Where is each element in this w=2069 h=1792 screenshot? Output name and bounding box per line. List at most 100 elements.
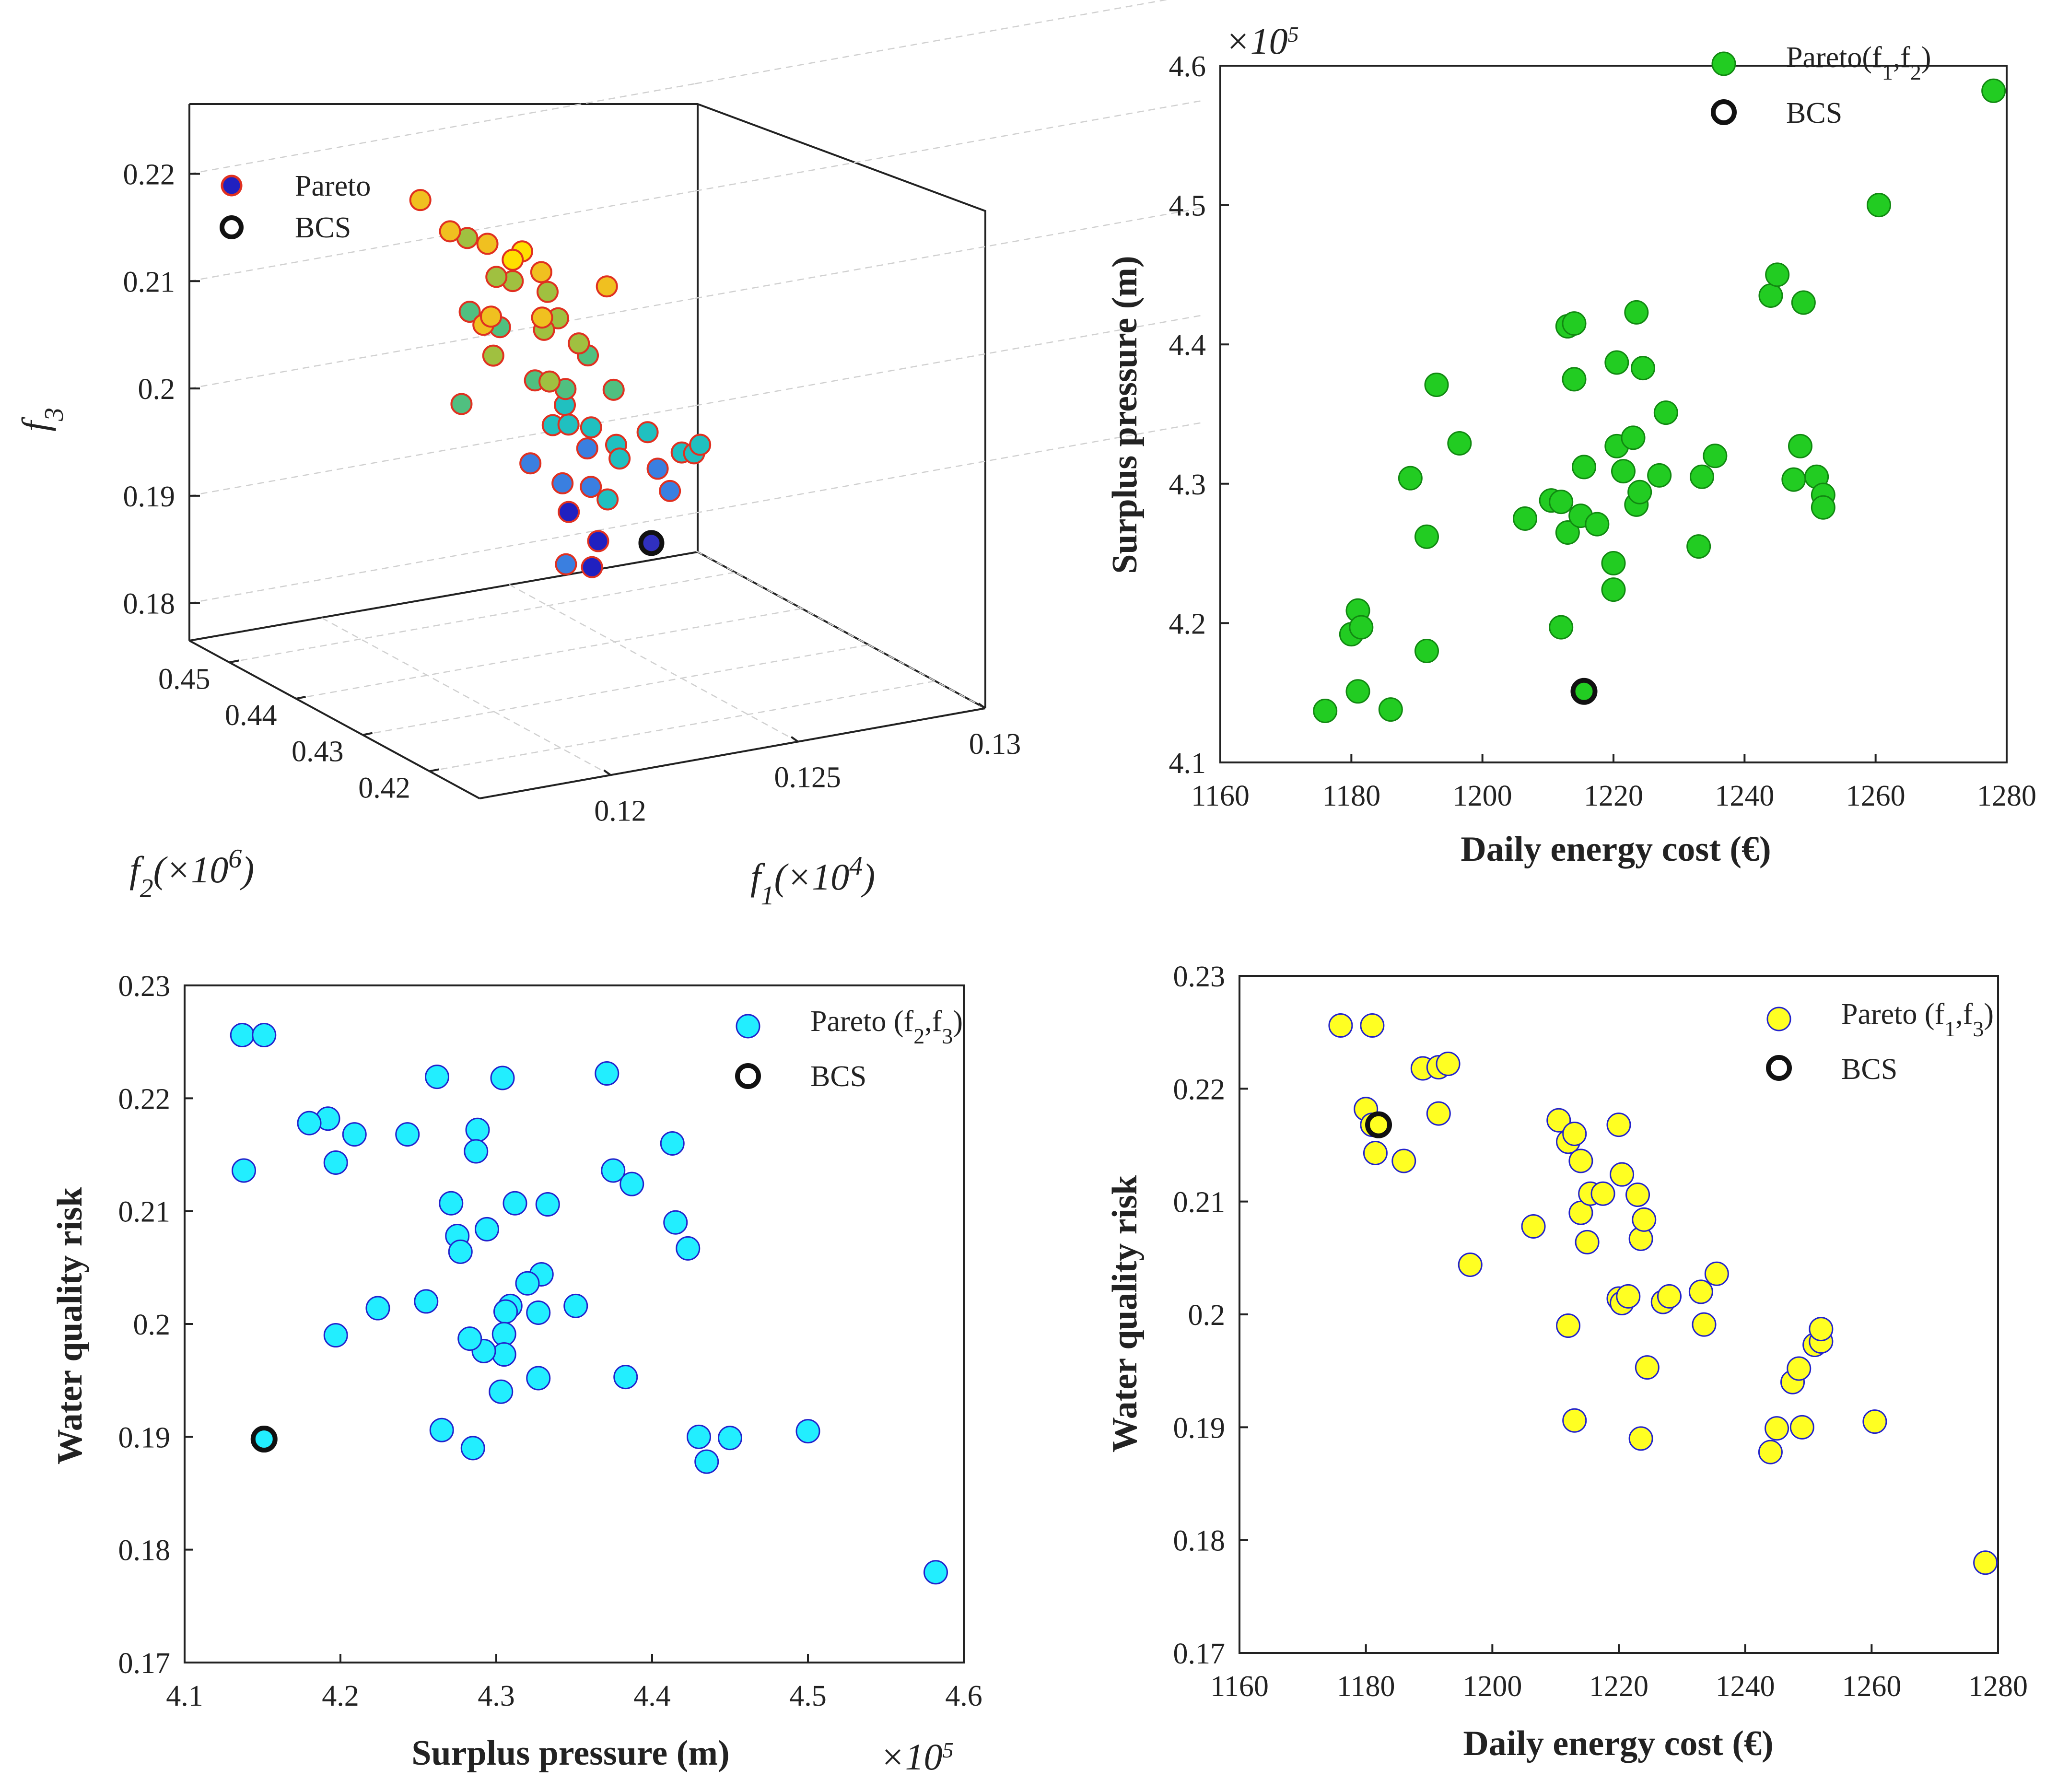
pareto-point — [414, 1289, 439, 1314]
pareto-point — [439, 1191, 464, 1216]
pareto-point — [232, 1158, 256, 1183]
x-tick-label: 1220 — [1584, 780, 1643, 812]
pareto-point — [395, 1122, 420, 1147]
pareto-point — [1789, 1415, 1814, 1440]
f2-tick-mark — [296, 696, 306, 700]
x-tick-label: 4.5 — [789, 1680, 827, 1712]
pareto-3d-point — [458, 301, 481, 323]
pareto-3d-point — [482, 344, 504, 367]
x-multiplier-f2f3: ×105 — [880, 1736, 954, 1778]
pareto-point — [489, 1379, 514, 1404]
pareto-point — [297, 1111, 322, 1136]
grid-line — [695, 0, 1169, 84]
bcs-3d-point — [638, 530, 665, 556]
pareto-point — [1704, 1261, 1729, 1286]
pareto-point — [1590, 1181, 1615, 1206]
y-tick-label: 0.17 — [1173, 1638, 1226, 1670]
pareto-point — [1690, 464, 1714, 489]
pareto-point — [1345, 679, 1370, 704]
f2-tick-mark — [362, 732, 373, 736]
x-tick-label: 1160 — [1210, 1670, 1269, 1703]
x-tick-label: 1280 — [1977, 780, 2036, 812]
pareto-point — [425, 1065, 449, 1089]
y-tick-label: 4.1 — [1169, 747, 1206, 780]
pareto-point — [342, 1122, 367, 1147]
y-tick-label: 4.2 — [1169, 608, 1206, 640]
pareto-3d-point — [636, 421, 659, 444]
pareto-point — [491, 1322, 516, 1347]
x-tick-label: 1260 — [1846, 780, 1905, 812]
pareto-point — [1692, 1312, 1717, 1337]
legend-pareto-label: Pareto — [295, 170, 371, 202]
legend-pareto-f1f2-label: Pareto(f1,f2) — [1786, 41, 1931, 84]
pareto-3d-point — [608, 447, 631, 470]
y-tick-label: 0.18 — [118, 1534, 171, 1567]
pareto-point — [1635, 1355, 1660, 1380]
pareto-point — [676, 1236, 701, 1261]
grid-line — [695, 100, 1202, 192]
bcs-point — [250, 1426, 278, 1453]
grid-line — [429, 680, 935, 772]
pareto-point — [1378, 697, 1403, 722]
pareto-point — [1611, 459, 1636, 484]
pareto-point — [795, 1419, 820, 1444]
pareto-point — [365, 1296, 390, 1321]
pareto-point — [1360, 1013, 1385, 1038]
legend-pareto-f1f2-marker — [1711, 51, 1736, 76]
pareto-point — [491, 1342, 516, 1367]
x-tick-label: 1200 — [1453, 780, 1512, 812]
panel-3d-scatter: 0.22 0.21 0.2 0.19 0.18 0.45 0.44 0.43 0.42 0.12 0… — [14, 0, 1202, 911]
pareto-3d-point — [530, 261, 552, 283]
pareto-point — [1391, 1148, 1416, 1173]
pareto-point — [1562, 367, 1587, 392]
f3-axis-label: f3 — [14, 408, 69, 432]
pareto-point — [1562, 1408, 1587, 1433]
grid-line — [296, 608, 802, 700]
y-tick-label: 0.21 — [118, 1196, 171, 1229]
x-axis-label-f2f3: Surplus pressure (m) — [411, 1733, 729, 1773]
pareto-point — [1328, 1013, 1353, 1038]
y-tick-label: 4.3 — [1169, 468, 1206, 501]
legend-bcs-f2f3-marker — [735, 1063, 761, 1089]
pareto-point — [1616, 1284, 1641, 1309]
plot-frame-f1f2 — [1219, 65, 2008, 763]
x-tick-label: 4.1 — [166, 1680, 203, 1712]
pareto-3d-point — [476, 233, 499, 255]
pareto-point — [1568, 1148, 1593, 1173]
pareto-point — [1632, 1207, 1657, 1232]
legend-pareto-marker — [221, 175, 243, 197]
pareto-point — [1606, 1113, 1631, 1137]
pareto-point — [1973, 1550, 1998, 1575]
pareto-point — [1686, 534, 1711, 559]
y-tick-label: 0.22 — [1173, 1073, 1226, 1106]
grid-line — [189, 512, 696, 604]
grid-line — [189, 405, 696, 497]
f2-tick-label: 0.43 — [292, 736, 344, 768]
x-tick-label: 1220 — [1589, 1670, 1648, 1703]
pareto-point — [503, 1191, 527, 1216]
y-axis-label-f1f2: Surplus pressure (m) — [1105, 256, 1145, 574]
pareto-point — [1424, 372, 1449, 397]
pareto-point — [1765, 1416, 1789, 1441]
pareto-3d-point — [602, 378, 625, 401]
pareto-3d-point — [409, 189, 432, 211]
bcs-point — [1365, 1111, 1392, 1138]
pareto-3d-point — [519, 452, 542, 475]
pareto-3d-point — [558, 501, 580, 523]
f2-tick-mark — [229, 659, 239, 664]
pareto-point — [1787, 1356, 1812, 1381]
ticks-3d: 0.22 0.21 0.2 0.19 0.18 0.45 0.44 0.43 0.42 0.12 0… — [123, 158, 1021, 827]
y-axis-label-f1f3: Water quality risk — [1105, 1175, 1145, 1452]
grid-line — [229, 572, 736, 663]
f1-tick-label: 0.12 — [594, 795, 646, 827]
legend-pareto-f2f3-label: Pareto (f2,f3) — [810, 1005, 963, 1048]
f1-tick-mark — [791, 736, 799, 743]
pareto-point — [515, 1271, 540, 1296]
y-tick-label: 0.19 — [1173, 1412, 1226, 1444]
ticks-f1f2: 1160 1180 1200 1220 1240 1260 1280 4.1 4.2 4.3 4.4… — [1169, 50, 2037, 812]
pareto-point — [1621, 425, 1646, 450]
legend-bcs-f1f3-label: BCS — [1841, 1053, 1897, 1086]
f1-axis-label: f1(×104) — [750, 851, 875, 911]
pareto-point — [1628, 1426, 1653, 1451]
legend-bcs-label: BCS — [295, 211, 351, 244]
